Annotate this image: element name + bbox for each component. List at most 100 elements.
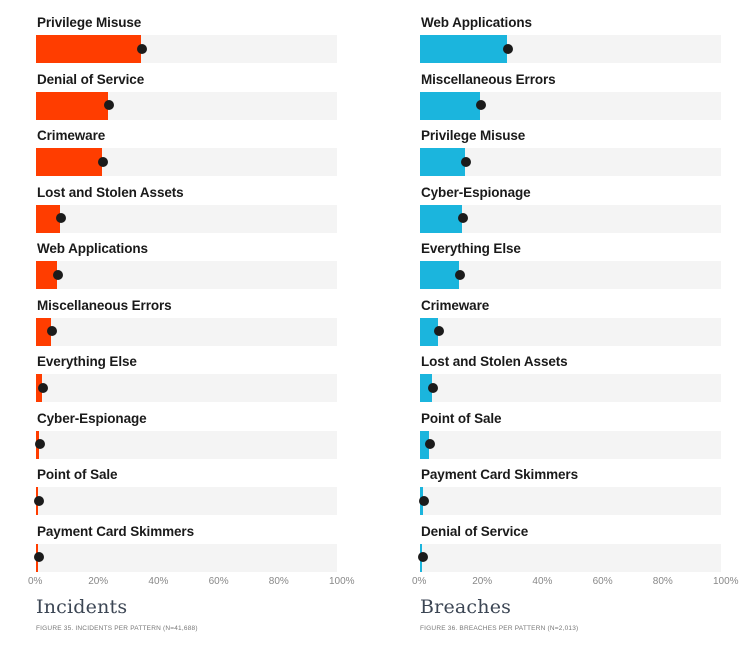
breaches-category-label: Everything Else: [421, 241, 521, 256]
incidents-bar-track: [34, 487, 337, 515]
incidents-value-dot: [137, 43, 148, 54]
incidents-value-dot: [38, 382, 49, 393]
incidents-title: Incidents: [36, 596, 128, 618]
incidents-value-dot: [98, 156, 109, 167]
breaches-category-label: Crimeware: [421, 297, 490, 313]
incidents-category-label: Cyber-Espionage: [37, 410, 147, 426]
breaches-caption: FIGURE 36. BREACHES PER PATTERN (N=2,013…: [420, 625, 579, 632]
breaches-bar-row: Cyber-Espionage: [420, 185, 721, 241]
breaches-bar: [420, 317, 439, 346]
incidents-bar-track: [36, 91, 337, 120]
breaches-bar-row: Privilege Misuse: [420, 128, 721, 184]
breaches-value-dot: [455, 269, 466, 280]
breaches-bar-row: Miscellaneous Errors: [420, 72, 721, 128]
breaches-bar-track: [420, 204, 721, 233]
breaches-category-label: Payment Card Skimmers: [421, 467, 578, 482]
breaches-category-label: Denial of Service: [421, 523, 529, 539]
incidents-bar-row: Web Applications: [36, 241, 337, 297]
breaches-bar-track: [420, 317, 721, 346]
breaches-x-tick-label: 0%: [412, 576, 427, 587]
incidents-bar: [36, 204, 61, 233]
incidents-x-tick-label: 80%: [268, 576, 289, 587]
breaches-value-dot: [461, 156, 472, 167]
breaches-bar-row: Payment Card Skimmers: [419, 467, 721, 523]
breaches-x-tick-label: 20%: [472, 576, 493, 587]
incidents-value-dot: [34, 495, 44, 506]
incidents-value-dot: [35, 439, 45, 449]
incidents-bar-row: Privilege Misuse: [36, 15, 337, 71]
breaches-x-tick-label: 40%: [532, 576, 553, 587]
breaches-bar-row: Web Applications: [420, 15, 721, 71]
incidents-bar-row: Crimeware: [36, 128, 337, 184]
breaches-value-dot: [425, 439, 436, 449]
breaches-bar-track: [420, 430, 721, 459]
breaches-value-dot: [434, 326, 445, 336]
incidents-bar-row: Lost and Stolen Assets: [36, 185, 337, 241]
breaches-value-dot: [418, 552, 428, 562]
breaches-bar: [420, 374, 433, 402]
incidents-caption: FIGURE 35. INCIDENTS PER PATTERN (N=41,6…: [36, 625, 198, 632]
breaches-category-label: Privilege Misuse: [421, 128, 526, 143]
incidents-bar-track: [36, 35, 337, 63]
breaches-category-label: Miscellaneous Errors: [421, 71, 556, 87]
incidents-x-tick-label: 0%: [28, 576, 43, 587]
breaches-value-dot: [428, 382, 439, 393]
incidents-category-label: Lost and Stolen Assets: [37, 184, 184, 200]
incidents-bar-track: [35, 430, 337, 459]
incidents-bar-track: [36, 374, 337, 402]
breaches-bar-row: Point of Sale: [420, 411, 721, 467]
breaches-bar-track: [418, 543, 721, 572]
incidents-x-tick-label: 40%: [148, 576, 169, 587]
breaches-chart: Web Applications Miscellaneous Errors Priv…: [412, 0, 739, 653]
breaches-title: Breaches: [420, 596, 512, 618]
incidents-bar-row: Miscellaneous Errors: [36, 298, 337, 354]
breaches-bar: [420, 261, 460, 289]
breaches-category-label: Web Applications: [421, 15, 532, 30]
breaches-bar-track: [420, 374, 721, 402]
incidents-bar-track: [36, 261, 337, 289]
incidents-bar: [36, 261, 58, 289]
incidents-x-axis: 0% 20% 40% 60% 80% 100%: [28, 576, 355, 590]
breaches-bar-track: [419, 487, 721, 515]
breaches-bar-row: Crimeware: [420, 298, 721, 354]
breaches-value-dot: [419, 495, 429, 506]
breaches-bar-row: Denial of Service: [418, 523, 721, 580]
breaches-value-dot: [458, 213, 469, 223]
breaches-bar: [420, 91, 481, 120]
breaches-x-tick-label: 100%: [713, 576, 739, 587]
incidents-value-dot: [56, 213, 67, 223]
breaches-category-label: Lost and Stolen Assets: [421, 354, 568, 369]
incidents-category-label: Web Applications: [37, 241, 148, 256]
incidents-x-tick-label: 20%: [88, 576, 109, 587]
incidents-chart: Privilege Misuse Denial of Service Crimewa…: [28, 0, 355, 653]
breaches-bar: [420, 430, 430, 459]
breaches-value-dot: [476, 100, 487, 110]
breaches-bar: [420, 204, 463, 233]
incidents-bar-row: Denial of Service: [36, 72, 337, 128]
breaches-bar-track: [420, 35, 721, 63]
incidents-bar: [36, 317, 52, 346]
incidents-value-dot: [104, 100, 115, 110]
breaches-x-tick-label: 80%: [652, 576, 673, 587]
incidents-bar-row: Point of Sale: [34, 467, 337, 523]
incidents-bar: [36, 35, 142, 63]
incidents-bar-track: [36, 204, 337, 233]
breaches-bar-row: Lost and Stolen Assets: [420, 354, 721, 410]
incidents-bar-track: [36, 148, 337, 176]
breaches-category-label: Point of Sale: [421, 410, 502, 426]
breaches-bar: [420, 35, 508, 63]
incidents-value-dot: [47, 326, 58, 336]
incidents-category-label: Miscellaneous Errors: [37, 297, 172, 313]
incidents-category-label: Payment Card Skimmers: [37, 523, 194, 539]
breaches-bar: [420, 148, 466, 176]
incidents-bar-row: Payment Card Skimmers: [34, 523, 337, 580]
incidents-x-tick-label: 60%: [208, 576, 229, 587]
breaches-bar-track: [420, 148, 721, 176]
incidents-bar-track: [34, 543, 337, 572]
breaches-bar-track: [420, 261, 721, 289]
incidents-bar: [36, 148, 103, 176]
incidents-value-dot: [34, 552, 44, 562]
breaches-bar-track: [420, 91, 721, 120]
incidents-category-label: Privilege Misuse: [37, 15, 142, 30]
incidents-bar-row: Everything Else: [36, 354, 337, 410]
